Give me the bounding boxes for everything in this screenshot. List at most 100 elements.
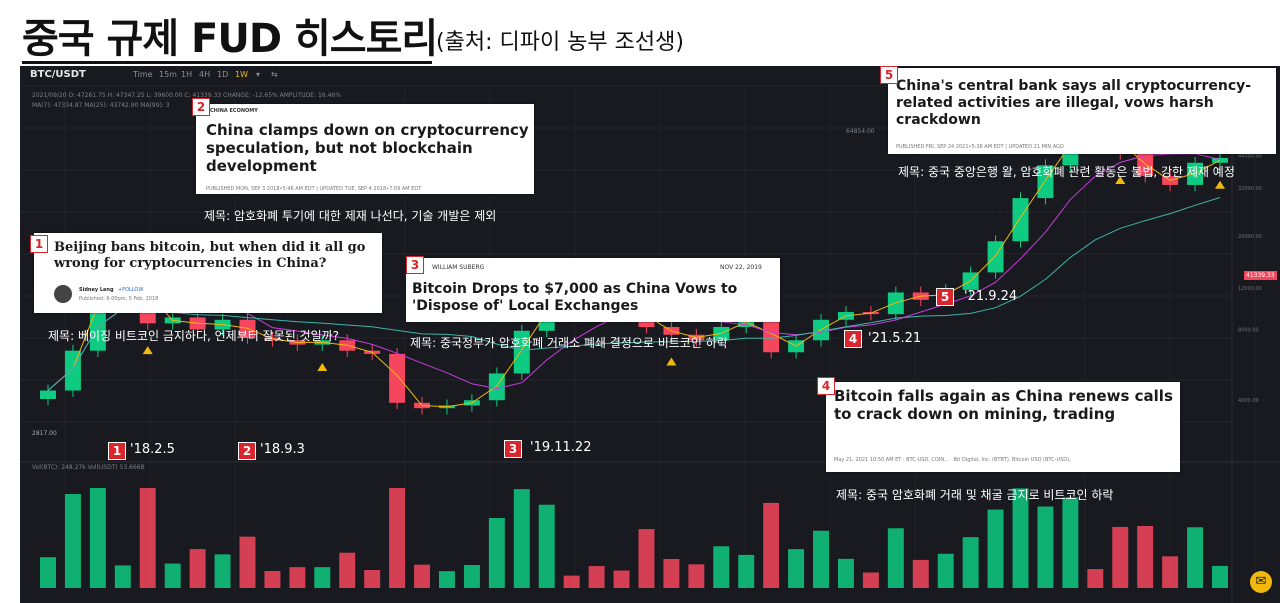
volume-bar — [364, 570, 381, 588]
candle-body — [1037, 165, 1054, 199]
volume-bar — [862, 572, 879, 588]
price-tick: 44000.00 — [1238, 154, 1262, 160]
volume-bar — [987, 509, 1004, 588]
date-badge-5: 5 — [936, 288, 954, 306]
badge-5-outline: 5 — [880, 66, 898, 84]
settings-icon[interactable]: ⇆ — [271, 70, 278, 79]
ohlc-readout: 2021/09/20 O: 47261.75 H: 47347.25 L: 39… — [32, 92, 341, 99]
headline-2: China clamps down on cryptocurrency spec… — [206, 121, 529, 175]
volume-bar — [264, 570, 281, 588]
candle-body — [763, 317, 780, 353]
avatar — [54, 285, 72, 303]
volume-bar — [837, 558, 854, 588]
volume-bar — [314, 567, 331, 588]
event-date-2: '18.9.3 — [260, 442, 305, 457]
interval-time[interactable]: Time — [133, 70, 153, 79]
volume-bar — [538, 504, 555, 588]
volume-bar — [1087, 569, 1104, 588]
interval-15m[interactable]: 15m — [159, 70, 177, 79]
volume-bar — [563, 575, 580, 588]
volume-bar — [89, 488, 106, 588]
korean-title-5: 제목: 중국 중앙은행 왈, 암호화폐 관련 활동은 불법, 강한 제재 예정 — [898, 165, 1235, 179]
volume-bar — [1062, 497, 1079, 588]
news-card-2: CHINA ECONOMY China clamps down on crypt… — [196, 104, 534, 194]
event-marker-5 — [1215, 180, 1225, 189]
volume-bar — [513, 489, 530, 588]
volume-bar — [962, 537, 979, 588]
event-date-1: '18.2.5 — [130, 442, 175, 457]
candle-body — [40, 390, 56, 400]
volume-bar — [688, 564, 705, 588]
volume-bar — [1187, 527, 1204, 588]
volume-bar — [788, 549, 805, 588]
volume-bar — [114, 565, 131, 588]
volume-bar — [438, 571, 455, 588]
volume-bar — [389, 488, 406, 588]
news-card-1: Beijing bans bitcoin, but when did it al… — [34, 233, 382, 313]
volume-bar — [638, 529, 655, 588]
news-card-3: WILLIAM SUBERG NOV 22, 2019 Bitcoin Drop… — [406, 258, 780, 322]
page-source: (출처: 디파이 농부 조선생) — [436, 30, 684, 55]
interval-1h[interactable]: 1H — [181, 70, 193, 79]
volume-bar — [588, 566, 605, 588]
volume-bar — [289, 567, 306, 588]
volume-bar — [414, 564, 431, 588]
volume-bar — [937, 553, 954, 588]
meta-5: PUBLISHED FRI, SEP 24 2021•5:36 AM EDT |… — [896, 144, 1064, 150]
kicker-2: CHINA ECONOMY — [210, 108, 258, 114]
meta-4: May 21, 2021 10:50 AM ET · BTC-USD, COIN… — [834, 457, 1071, 463]
news-card-5: China's central bank says all cryptocurr… — [888, 68, 1276, 154]
price-tick: 4000.00 — [1238, 398, 1259, 404]
event-date-3: '19.11.22 — [530, 440, 592, 455]
event-date-5: '21.9.24 — [964, 289, 1018, 304]
volume-bar — [239, 536, 256, 588]
volume-bar — [813, 530, 830, 588]
volume-bar — [1037, 506, 1054, 588]
date-badge-4: 4 — [844, 330, 862, 348]
meta-2: PUBLISHED MON, SEP 3 2018•5:46 AM EDT | … — [206, 186, 422, 192]
last-price-tag: 41339.33 — [1244, 271, 1277, 280]
event-marker-2 — [317, 363, 328, 372]
candle-body — [64, 350, 81, 391]
date-badge-3: 3 — [504, 440, 522, 458]
follow-link[interactable]: +FOLLOW — [118, 287, 144, 293]
interval-4h[interactable]: 4H — [199, 70, 211, 79]
event-marker-1 — [142, 346, 153, 355]
volume-bar — [488, 518, 505, 588]
interval-1d[interactable]: 1D — [217, 70, 229, 79]
volume-bar — [912, 559, 929, 588]
headline-1: Beijing bans bitcoin, but when did it al… — [54, 240, 366, 271]
low-price-label: 2817.00 — [32, 430, 57, 437]
volume-bar — [1162, 556, 1179, 588]
badge-3-outline: 3 — [406, 256, 424, 274]
chat-icon[interactable]: ✉ — [1250, 571, 1272, 593]
korean-title-2: 제목: 암호화폐 투기에 대한 제재 나선다, 기술 개발은 제외 — [204, 209, 497, 223]
badge-4-outline: 4 — [817, 377, 835, 395]
price-tick: 8000.00 — [1238, 328, 1259, 334]
price-tick: 32000.00 — [1238, 186, 1262, 192]
candle-body — [987, 241, 1004, 273]
badge-1-outline: 1 — [30, 235, 48, 253]
title-underline — [22, 61, 432, 64]
headline-3: Bitcoin Drops to $7,000 as China Vows to… — [412, 281, 738, 314]
ma-readout: MA(7): 47334.87 MA(25): 43742.90 MA(99):… — [32, 102, 170, 109]
badge-2-outline: 2 — [192, 98, 210, 116]
volume-bar — [738, 554, 755, 588]
date-badge-2: 2 — [238, 442, 256, 460]
volume-bar — [713, 546, 730, 588]
volume-bar — [663, 558, 680, 588]
korean-title-1: 제목: 베이징 비트코인 금지하다, 언제부터 잘못된 것일까? — [48, 329, 340, 343]
volume-bar — [763, 502, 780, 588]
chevron-down-icon[interactable]: ▾ — [256, 70, 261, 79]
volume-bar — [613, 570, 630, 588]
headline-5: China's central bank says all cryptocurr… — [896, 78, 1252, 128]
volume-bar — [40, 557, 56, 588]
author-meta-1: Published: 6:00pm, 5 Feb, 2018 — [79, 296, 159, 302]
volume-bar — [1012, 488, 1029, 588]
volume-bar — [887, 528, 904, 588]
pair-label[interactable]: BTC/USDT — [30, 69, 86, 80]
event-date-4: '21.5.21 — [868, 331, 922, 346]
volume-bar — [139, 488, 156, 588]
price-tick: 12000.00 — [1238, 286, 1262, 292]
interval-1w[interactable]: 1W — [235, 70, 248, 79]
